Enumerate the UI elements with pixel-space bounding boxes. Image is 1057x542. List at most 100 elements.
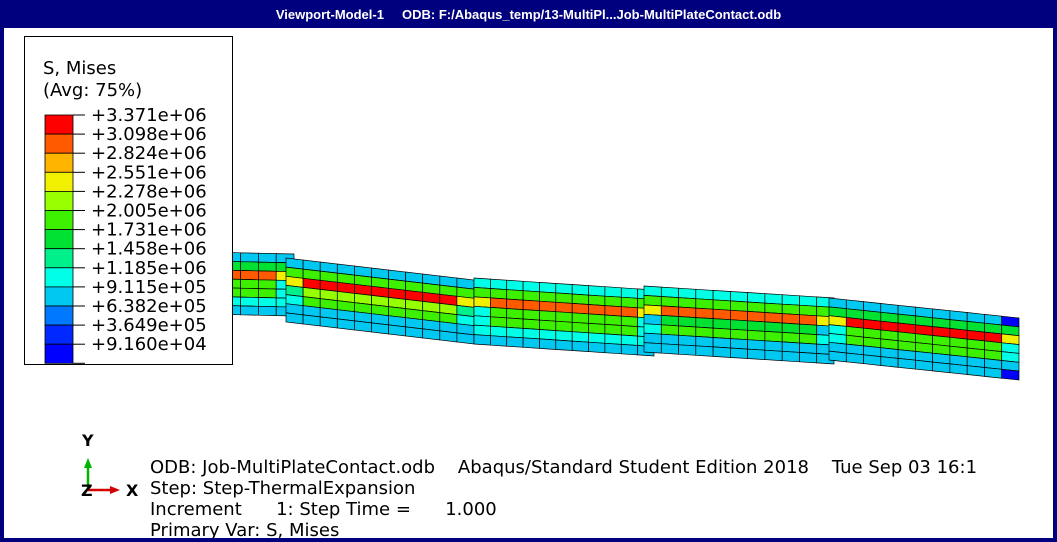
mesh-element (285, 312, 304, 325)
odb-info-line: ODB: Job-MultiPlateContact.odb Abaqus/St… (150, 457, 978, 478)
legend-label: +1.185e+06 (91, 258, 207, 279)
mesh-element (643, 332, 662, 345)
mesh-element (490, 307, 508, 319)
mesh-element (695, 298, 714, 310)
viewport-canvas[interactable]: S, Mises (Avg: 75%) +3.371e+06 +3.098e+06… (4, 28, 1053, 538)
mesh-element (620, 315, 638, 327)
mesh-element (678, 344, 697, 356)
mesh-element (240, 296, 259, 307)
mesh-element (915, 359, 933, 372)
legend-label: +3.098e+06 (91, 124, 207, 145)
mesh-element (388, 324, 406, 337)
legend-swatch (44, 248, 74, 269)
mesh-element (695, 336, 714, 348)
mesh-element (588, 313, 606, 325)
mesh-element (506, 317, 524, 329)
mesh-element (764, 340, 783, 352)
mesh-element (764, 331, 783, 343)
mesh-element (747, 320, 766, 332)
legend-swatch (44, 267, 74, 288)
legend-subtitle: (Avg: 75%) (43, 80, 143, 101)
mesh-element (730, 319, 748, 331)
mesh-element (522, 309, 540, 321)
legend-label: +2.824e+06 (91, 143, 207, 164)
mesh-element (764, 349, 783, 362)
mesh-element (522, 299, 540, 311)
mesh-element (712, 327, 731, 339)
mesh-element (422, 328, 441, 341)
mesh-element (799, 323, 818, 335)
mesh-element (660, 286, 679, 298)
mesh-element (588, 341, 606, 354)
mesh-element (473, 315, 491, 327)
mesh-element (678, 325, 697, 337)
mesh-element (258, 297, 277, 308)
mesh-element (799, 342, 818, 354)
mesh-element (660, 315, 679, 327)
mesh-element (764, 312, 783, 324)
legend-label: +2.551e+06 (91, 162, 207, 183)
legend-label: +6.382e+05 (91, 296, 207, 317)
mesh-element (799, 314, 818, 326)
increment-info-line: Increment 1: Step Time = 1.000 (150, 499, 497, 520)
mesh-element (730, 309, 748, 322)
mesh-element (880, 356, 899, 368)
legend-label: +1.731e+06 (91, 220, 207, 241)
legend-swatch (44, 114, 74, 135)
triad-z-label: Z (81, 481, 93, 500)
mesh-element (712, 318, 731, 330)
axis-triad: Y Z X (81, 431, 139, 500)
legend-color-scale: +3.371e+06+3.098e+06+2.824e+06+2.551e+06… (44, 105, 207, 364)
mesh-element (539, 338, 557, 350)
mesh-element (764, 293, 783, 305)
mesh-element (712, 346, 731, 358)
legend-swatch (44, 343, 74, 364)
mesh-element (258, 261, 277, 272)
mesh-element (240, 305, 259, 316)
mesh-element (588, 294, 606, 306)
mesh-element (643, 342, 662, 354)
mesh-element (620, 296, 638, 309)
mesh-element (555, 339, 573, 351)
legend-swatch (44, 229, 74, 250)
mesh-element (473, 287, 491, 299)
mesh-element (781, 322, 800, 334)
mesh-element (764, 321, 783, 333)
mesh-element (604, 314, 622, 326)
mesh-element (604, 333, 622, 345)
mesh-element (456, 332, 475, 345)
mesh-element (643, 285, 662, 297)
legend-label: +2.005e+06 (91, 201, 207, 222)
mesh-element (571, 340, 589, 352)
mesh-element (695, 317, 714, 329)
mesh-element (781, 350, 800, 363)
mesh-element (506, 326, 524, 339)
mesh-element (695, 326, 714, 338)
mesh-element (620, 325, 638, 337)
mesh-element (522, 290, 540, 302)
mesh-element (695, 345, 714, 357)
mesh-element (781, 303, 800, 316)
mesh-element (712, 337, 731, 349)
triad-y-label: Y (81, 431, 94, 450)
mesh-element (522, 328, 540, 340)
mesh-element (539, 319, 557, 331)
mesh-element (473, 334, 491, 346)
legend-swatch (44, 210, 74, 231)
mesh-element (845, 352, 864, 364)
mesh-element (949, 363, 968, 375)
step-info-line: Step: Step-ThermalExpansion (150, 478, 416, 499)
mesh-element (490, 335, 508, 347)
mesh-element (799, 304, 818, 317)
mesh-element (643, 313, 662, 326)
mesh-element (747, 311, 766, 323)
viewport-title-bar[interactable]: Viewport-Model-1 ODB: F:/Abaqus_temp/13-… (275, 6, 782, 22)
mesh-element (258, 279, 277, 290)
legend-swatch (44, 133, 74, 154)
mesh-element (473, 324, 491, 337)
mesh-element (781, 313, 800, 325)
mesh-element (643, 304, 662, 316)
mesh-element (571, 303, 589, 315)
mesh-element (571, 293, 589, 305)
mesh-element (302, 314, 321, 327)
